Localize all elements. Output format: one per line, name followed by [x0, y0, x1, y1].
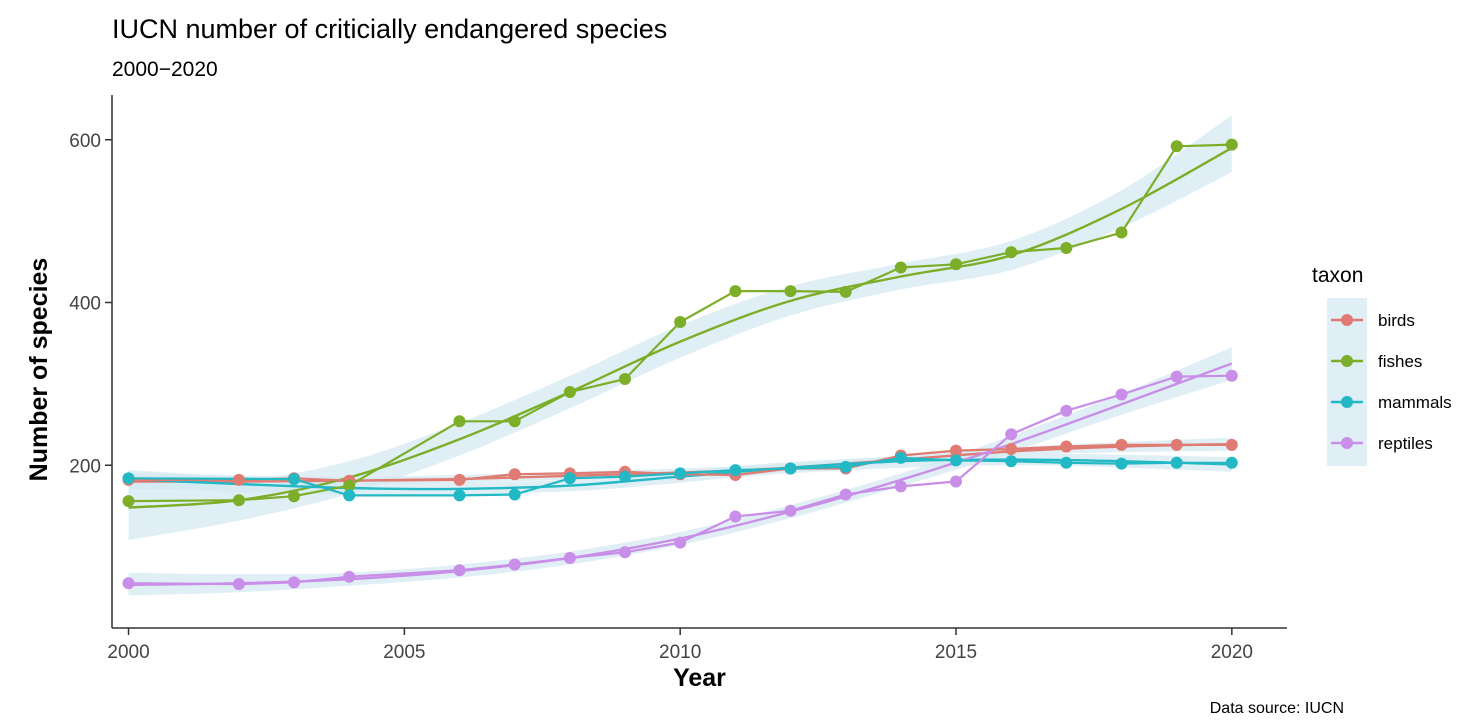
data-point-fishes — [950, 258, 962, 271]
legend-label-fishes: fishes — [1378, 352, 1422, 371]
confidence-bands — [128, 115, 1232, 596]
x-tick-label: 2020 — [1211, 642, 1253, 663]
y-tick-label: 200 — [69, 456, 101, 477]
data-point-mammals — [1060, 456, 1073, 469]
x-tick-label: 2005 — [383, 642, 425, 663]
data-point-fishes — [508, 415, 521, 428]
data-point-reptiles — [729, 510, 742, 523]
data-point-fishes — [894, 261, 907, 274]
data-point-reptiles — [619, 546, 631, 559]
data-point-mammals — [122, 472, 135, 485]
chart-title: IUCN number of criticially endangered sp… — [112, 14, 668, 44]
data-point-fishes — [1005, 246, 1018, 259]
data-point-birds — [453, 473, 466, 486]
data-point-mammals — [453, 489, 466, 502]
data-point-birds — [1060, 440, 1073, 453]
series-line-mammals — [128, 456, 1232, 497]
legend-key-point-reptiles — [1341, 437, 1353, 449]
data-point-mammals — [343, 489, 356, 502]
data-point-fishes — [453, 415, 466, 428]
data-points — [122, 138, 1238, 591]
data-point-fishes — [288, 490, 300, 503]
data-point-mammals — [839, 460, 852, 473]
data-point-reptiles — [288, 576, 300, 589]
data-point-reptiles — [1005, 428, 1018, 441]
data-point-birds — [1225, 438, 1238, 451]
legend-title: taxon — [1312, 264, 1363, 287]
data-point-fishes — [1170, 140, 1183, 153]
data-point-reptiles — [1225, 369, 1238, 382]
data-point-mammals — [563, 472, 576, 485]
axes: 2000 2005 2010 2015 2020 200 400 600 — [69, 95, 1287, 663]
data-point-reptiles — [839, 488, 852, 501]
data-point-birds — [232, 473, 245, 486]
data-point-reptiles — [1060, 404, 1073, 417]
legend-key-point-fishes — [1341, 355, 1353, 367]
data-point-reptiles — [508, 558, 521, 571]
series-lines — [128, 143, 1232, 586]
data-source-caption: Data source: IUCN — [1209, 700, 1344, 717]
data-point-birds — [1170, 438, 1183, 451]
data-point-mammals — [729, 464, 742, 477]
data-point-reptiles — [894, 480, 907, 493]
data-point-birds — [508, 468, 521, 481]
legend-label-reptiles: reptiles — [1378, 434, 1433, 453]
data-point-mammals — [894, 451, 907, 464]
data-point-reptiles — [950, 475, 962, 488]
data-point-mammals — [674, 467, 687, 480]
data-point-reptiles — [232, 578, 245, 591]
y-axis-title: Number of species — [25, 258, 53, 482]
y-tick-label: 600 — [69, 131, 101, 152]
data-point-mammals — [784, 462, 797, 475]
legend-label-birds: birds — [1378, 311, 1415, 330]
data-point-reptiles — [453, 564, 466, 577]
data-point-birds — [1005, 443, 1018, 455]
data-point-birds — [1115, 438, 1128, 451]
confidence-band-birds — [128, 437, 1232, 490]
x-tick-label: 2015 — [935, 642, 977, 663]
x-tick-label: 2010 — [659, 642, 701, 663]
data-point-mammals — [619, 470, 631, 483]
data-point-reptiles — [122, 577, 135, 590]
data-point-reptiles — [343, 570, 356, 583]
legend: taxon birds fishes mammals reptiles — [1312, 264, 1452, 466]
trend-line-fishes — [128, 146, 1233, 509]
data-point-reptiles — [563, 552, 576, 564]
chart-subtitle: 2000−2020 — [112, 58, 218, 81]
data-point-fishes — [232, 494, 245, 507]
data-point-reptiles — [1115, 388, 1128, 401]
trend-lines — [128, 146, 1233, 587]
data-point-mammals — [1115, 457, 1128, 470]
data-point-fishes — [784, 285, 797, 298]
x-tick-label: 2000 — [107, 642, 149, 663]
data-point-reptiles — [674, 536, 687, 549]
data-point-mammals — [1225, 456, 1238, 469]
data-point-mammals — [950, 454, 962, 467]
data-point-fishes — [839, 285, 852, 298]
legend-label-mammals: mammals — [1378, 393, 1452, 412]
data-point-fishes — [619, 373, 631, 385]
data-point-reptiles — [1170, 370, 1183, 383]
data-point-mammals — [1005, 455, 1018, 468]
data-point-mammals — [1170, 456, 1183, 469]
data-point-fishes — [343, 479, 356, 492]
legend-key-point-mammals — [1341, 396, 1353, 408]
data-point-fishes — [729, 285, 742, 298]
data-point-fishes — [674, 316, 687, 328]
data-point-birds — [950, 444, 962, 457]
data-point-fishes — [1115, 226, 1128, 239]
data-point-mammals — [508, 488, 521, 501]
data-point-fishes — [563, 386, 576, 398]
data-point-reptiles — [784, 504, 797, 517]
data-point-fishes — [122, 495, 135, 508]
data-point-fishes — [1225, 138, 1238, 151]
data-point-fishes — [1060, 242, 1073, 254]
data-point-mammals — [288, 473, 300, 486]
y-tick-label: 400 — [69, 294, 101, 315]
x-axis-title: Year — [673, 664, 726, 692]
legend-key-point-birds — [1341, 314, 1353, 326]
